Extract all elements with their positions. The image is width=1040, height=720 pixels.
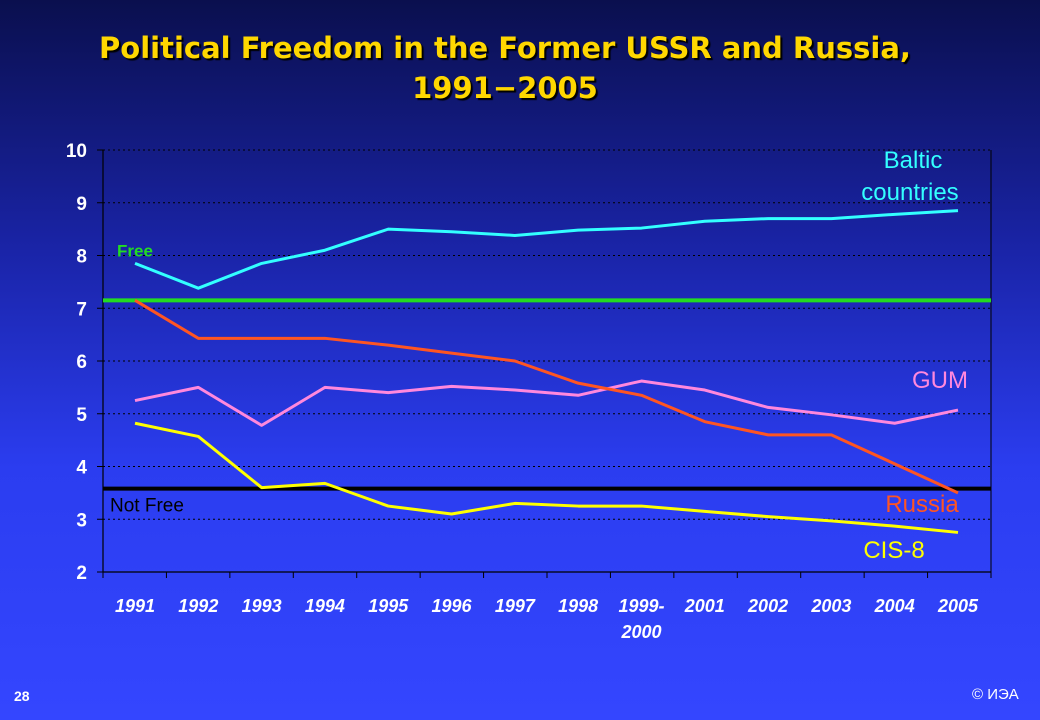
y-tick-label: 7 bbox=[76, 299, 87, 320]
x-tick-sublabel: 2000 bbox=[620, 622, 661, 642]
y-tick-label: 2 bbox=[76, 563, 87, 584]
y-tick-label: 8 bbox=[76, 247, 87, 268]
x-tick-label: 1992 bbox=[178, 596, 218, 616]
title-line-1: Political Freedom in the Former USSR and… bbox=[99, 31, 911, 65]
series-label-baltic-line2: countries bbox=[861, 179, 958, 206]
y-tick-label: 6 bbox=[76, 352, 87, 373]
title-line-2: 1991−2005 bbox=[412, 71, 598, 105]
x-tick-label: 1993 bbox=[242, 596, 282, 616]
series-label-russia: Russia bbox=[885, 491, 959, 518]
series-label-baltic-line1: Baltic bbox=[884, 147, 943, 174]
x-tick-label: 2004 bbox=[874, 596, 915, 616]
series-line-gum bbox=[134, 379, 959, 427]
x-tick-label: 2003 bbox=[810, 596, 851, 616]
x-tick-label: 1991 bbox=[115, 596, 155, 616]
y-tick-label: 5 bbox=[76, 405, 87, 426]
y-tick-label: 9 bbox=[76, 194, 87, 215]
copyright-notice: © ИЭА bbox=[972, 686, 1019, 703]
series-line-baltic-countries bbox=[134, 209, 959, 290]
not-free-label: Not Free bbox=[110, 496, 184, 517]
series-label-cis-8: CIS-8 bbox=[863, 537, 924, 564]
page-number: 28 bbox=[14, 688, 30, 704]
x-tick-label: 2001 bbox=[684, 596, 725, 616]
series-line-cis-8 bbox=[134, 421, 959, 534]
x-tick-label: 2002 bbox=[747, 596, 788, 616]
x-tick-label: 1998 bbox=[558, 596, 598, 616]
y-tick-label: 4 bbox=[76, 458, 87, 479]
x-tick-label: 1995 bbox=[368, 596, 409, 616]
chart-title: Political Freedom in the Former USSR and… bbox=[0, 28, 1040, 108]
y-tick-label: 3 bbox=[76, 510, 87, 531]
x-tick-label: 1994 bbox=[305, 596, 345, 616]
series-line-russia bbox=[134, 299, 959, 495]
free-label: Free bbox=[117, 241, 153, 260]
x-tick-label: 1996 bbox=[432, 596, 473, 616]
x-tick-label: 1999- bbox=[618, 596, 664, 616]
y-tick-label: 10 bbox=[66, 141, 87, 162]
x-tick-label: 2005 bbox=[937, 596, 979, 616]
x-tick-label: 1997 bbox=[495, 596, 536, 616]
series-label-gum: GUM bbox=[912, 367, 968, 394]
